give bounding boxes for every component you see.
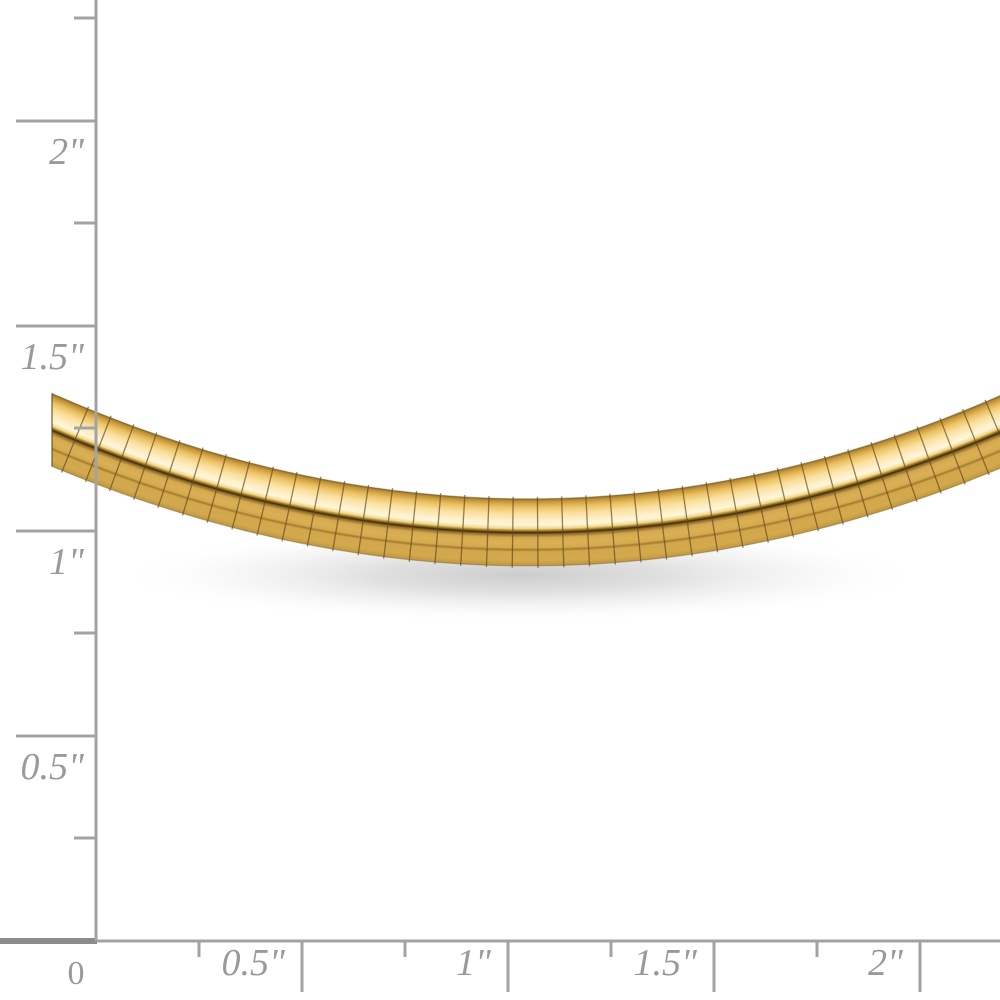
svg-text:1.5": 1.5" bbox=[634, 942, 699, 984]
svg-text:0.5": 0.5" bbox=[222, 942, 287, 984]
svg-text:1": 1" bbox=[456, 942, 492, 984]
svg-text:0.5": 0.5" bbox=[21, 746, 86, 788]
svg-text:0: 0 bbox=[68, 955, 85, 992]
svg-text:2": 2" bbox=[868, 942, 904, 984]
svg-text:2": 2" bbox=[49, 131, 85, 173]
svg-text:1": 1" bbox=[49, 541, 85, 583]
svg-text:1.5": 1.5" bbox=[21, 336, 86, 378]
